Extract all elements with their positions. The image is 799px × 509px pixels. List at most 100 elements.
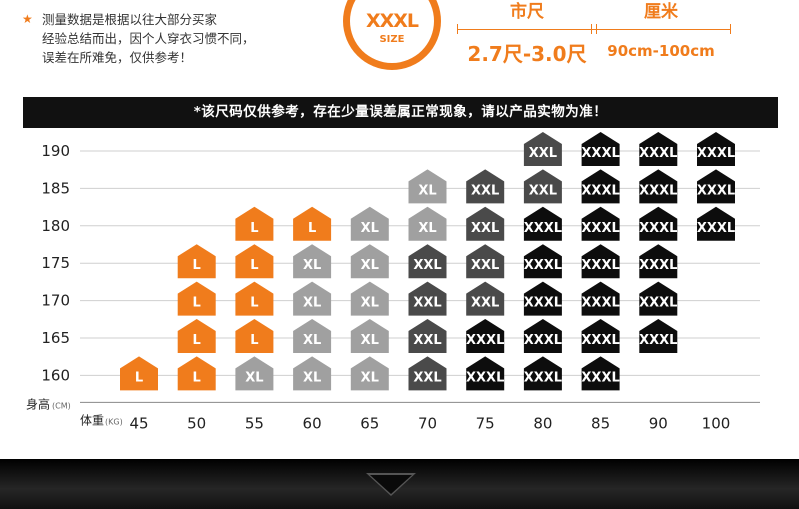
size-marker xyxy=(639,281,678,316)
size-marker-label: XXXL xyxy=(639,296,677,311)
size-marker-label: XXXL xyxy=(581,183,619,198)
size-marker xyxy=(350,206,389,241)
down-arrow-icon xyxy=(370,475,412,494)
size-marker xyxy=(408,169,447,204)
size-marker-label: XXXL xyxy=(581,370,619,385)
size-marker-label: XXL xyxy=(413,258,441,273)
size-marker xyxy=(177,319,216,353)
size-marker-label: XXXL xyxy=(639,146,677,161)
size-marker xyxy=(639,319,678,353)
size-marker xyxy=(235,206,274,241)
size-marker-label: L xyxy=(250,221,258,236)
size-marker xyxy=(466,319,505,353)
size-marker xyxy=(639,244,678,279)
disclaimer-banner: *该尺码仅供参考，存在少量误差属正常现象，请以产品实物为准！ xyxy=(23,97,778,128)
size-marker-label: XL xyxy=(303,370,321,385)
size-marker xyxy=(466,169,505,204)
size-marker xyxy=(120,356,158,391)
size-marker xyxy=(581,319,620,353)
size-marker xyxy=(408,206,447,241)
y-axis-unit: (CM) xyxy=(52,401,71,410)
size-marker xyxy=(350,356,389,391)
size-marker-label: L xyxy=(193,296,201,311)
size-marker-label: XL xyxy=(303,333,321,348)
size-marker-label: XXXL xyxy=(524,221,562,236)
size-marker xyxy=(466,281,505,316)
size-marker xyxy=(293,244,332,279)
size-marker-label: XL xyxy=(361,258,379,273)
y-tick-label: 170 xyxy=(41,292,70,310)
size-marker xyxy=(523,281,562,316)
x-tick-label: 90 xyxy=(649,414,668,432)
size-marker xyxy=(639,206,678,241)
y-tick-label: 165 xyxy=(41,329,70,347)
size-marker-label: XL xyxy=(245,370,263,385)
measure-cm: 厘米 90cm-100cm xyxy=(586,0,736,60)
size-marker-label: XXXL xyxy=(697,221,735,236)
size-marker xyxy=(697,169,735,204)
x-tick-label: 65 xyxy=(360,414,379,432)
size-marker-label: XXXL xyxy=(581,146,619,161)
size-marker-label: XXXL xyxy=(524,296,562,311)
x-tick-label: 50 xyxy=(187,414,206,432)
size-marker xyxy=(293,319,332,353)
size-marker xyxy=(177,281,216,316)
size-marker-label: L xyxy=(193,370,201,385)
y-tick-label: 160 xyxy=(41,366,70,384)
size-marker xyxy=(466,356,505,391)
size-marker-label: XL xyxy=(361,296,379,311)
size-marker xyxy=(177,244,216,279)
size-marker xyxy=(523,169,562,204)
size-marker xyxy=(408,244,447,279)
size-marker xyxy=(523,132,562,166)
star-icon: ★ xyxy=(22,12,33,26)
size-marker xyxy=(408,356,447,391)
size-marker xyxy=(408,281,447,316)
size-marker-label: XXXL xyxy=(697,146,735,161)
size-marker xyxy=(523,206,562,241)
size-chart: 190 185 180 175 170 165 160 身高 (CM) 体重 (KG) 45 50 55 6… xyxy=(26,132,760,432)
size-marker-label: XL xyxy=(303,258,321,273)
size-marker xyxy=(293,206,332,241)
size-badge-size: XXXL xyxy=(365,10,419,32)
size-marker xyxy=(235,244,274,279)
size-marker-label: XL xyxy=(361,221,379,236)
size-marker xyxy=(523,319,562,353)
y-tick-label: 185 xyxy=(41,179,70,197)
size-marker xyxy=(350,281,389,316)
size-marker xyxy=(466,244,505,279)
size-badge-label: SIZE xyxy=(379,34,405,45)
size-marker-label: XXXL xyxy=(466,333,504,348)
y-axis-label: 身高 xyxy=(26,396,50,411)
size-marker-label: XXXL xyxy=(581,296,619,311)
size-marker xyxy=(466,206,505,241)
size-marker xyxy=(293,281,332,316)
size-marker-label: XXXL xyxy=(581,333,619,348)
x-tick-label: 45 xyxy=(129,414,148,432)
size-marker-label: XXL xyxy=(413,370,441,385)
x-tick-label: 80 xyxy=(533,414,552,432)
size-marker-label: XXXL xyxy=(524,333,562,348)
size-badge: XXXL SIZE xyxy=(343,0,441,70)
size-marker xyxy=(639,132,678,166)
x-tick-label: 60 xyxy=(303,414,322,432)
size-marker-label: XXL xyxy=(529,183,557,198)
size-marker xyxy=(581,169,620,204)
x-tick-label: 75 xyxy=(476,414,495,432)
x-tick-label: 85 xyxy=(591,414,610,432)
measurement-notice: ★ 测量数据是根据以往大部分买家 经验总结而出，因个人穿衣习惯不同， 误差在所难… xyxy=(22,10,342,67)
size-marker-label: XXL xyxy=(529,146,557,161)
size-marker xyxy=(350,319,389,353)
x-axis-label: 体重 xyxy=(80,413,104,427)
size-marker-label: XXXL xyxy=(524,258,562,273)
size-marker-label: XXXL xyxy=(581,221,619,236)
size-marker-label: XL xyxy=(361,370,379,385)
size-marker xyxy=(177,356,216,391)
measure-rule xyxy=(452,24,602,34)
size-marker xyxy=(235,356,274,391)
x-tick-label: 70 xyxy=(418,414,437,432)
size-marker xyxy=(523,244,562,279)
size-marker xyxy=(697,206,735,241)
measure-shichi: 市尺 2.7尺-3.0尺 xyxy=(452,0,602,67)
notice-line-2: 经验总结而出，因个人穿衣习惯不同， xyxy=(42,31,255,46)
